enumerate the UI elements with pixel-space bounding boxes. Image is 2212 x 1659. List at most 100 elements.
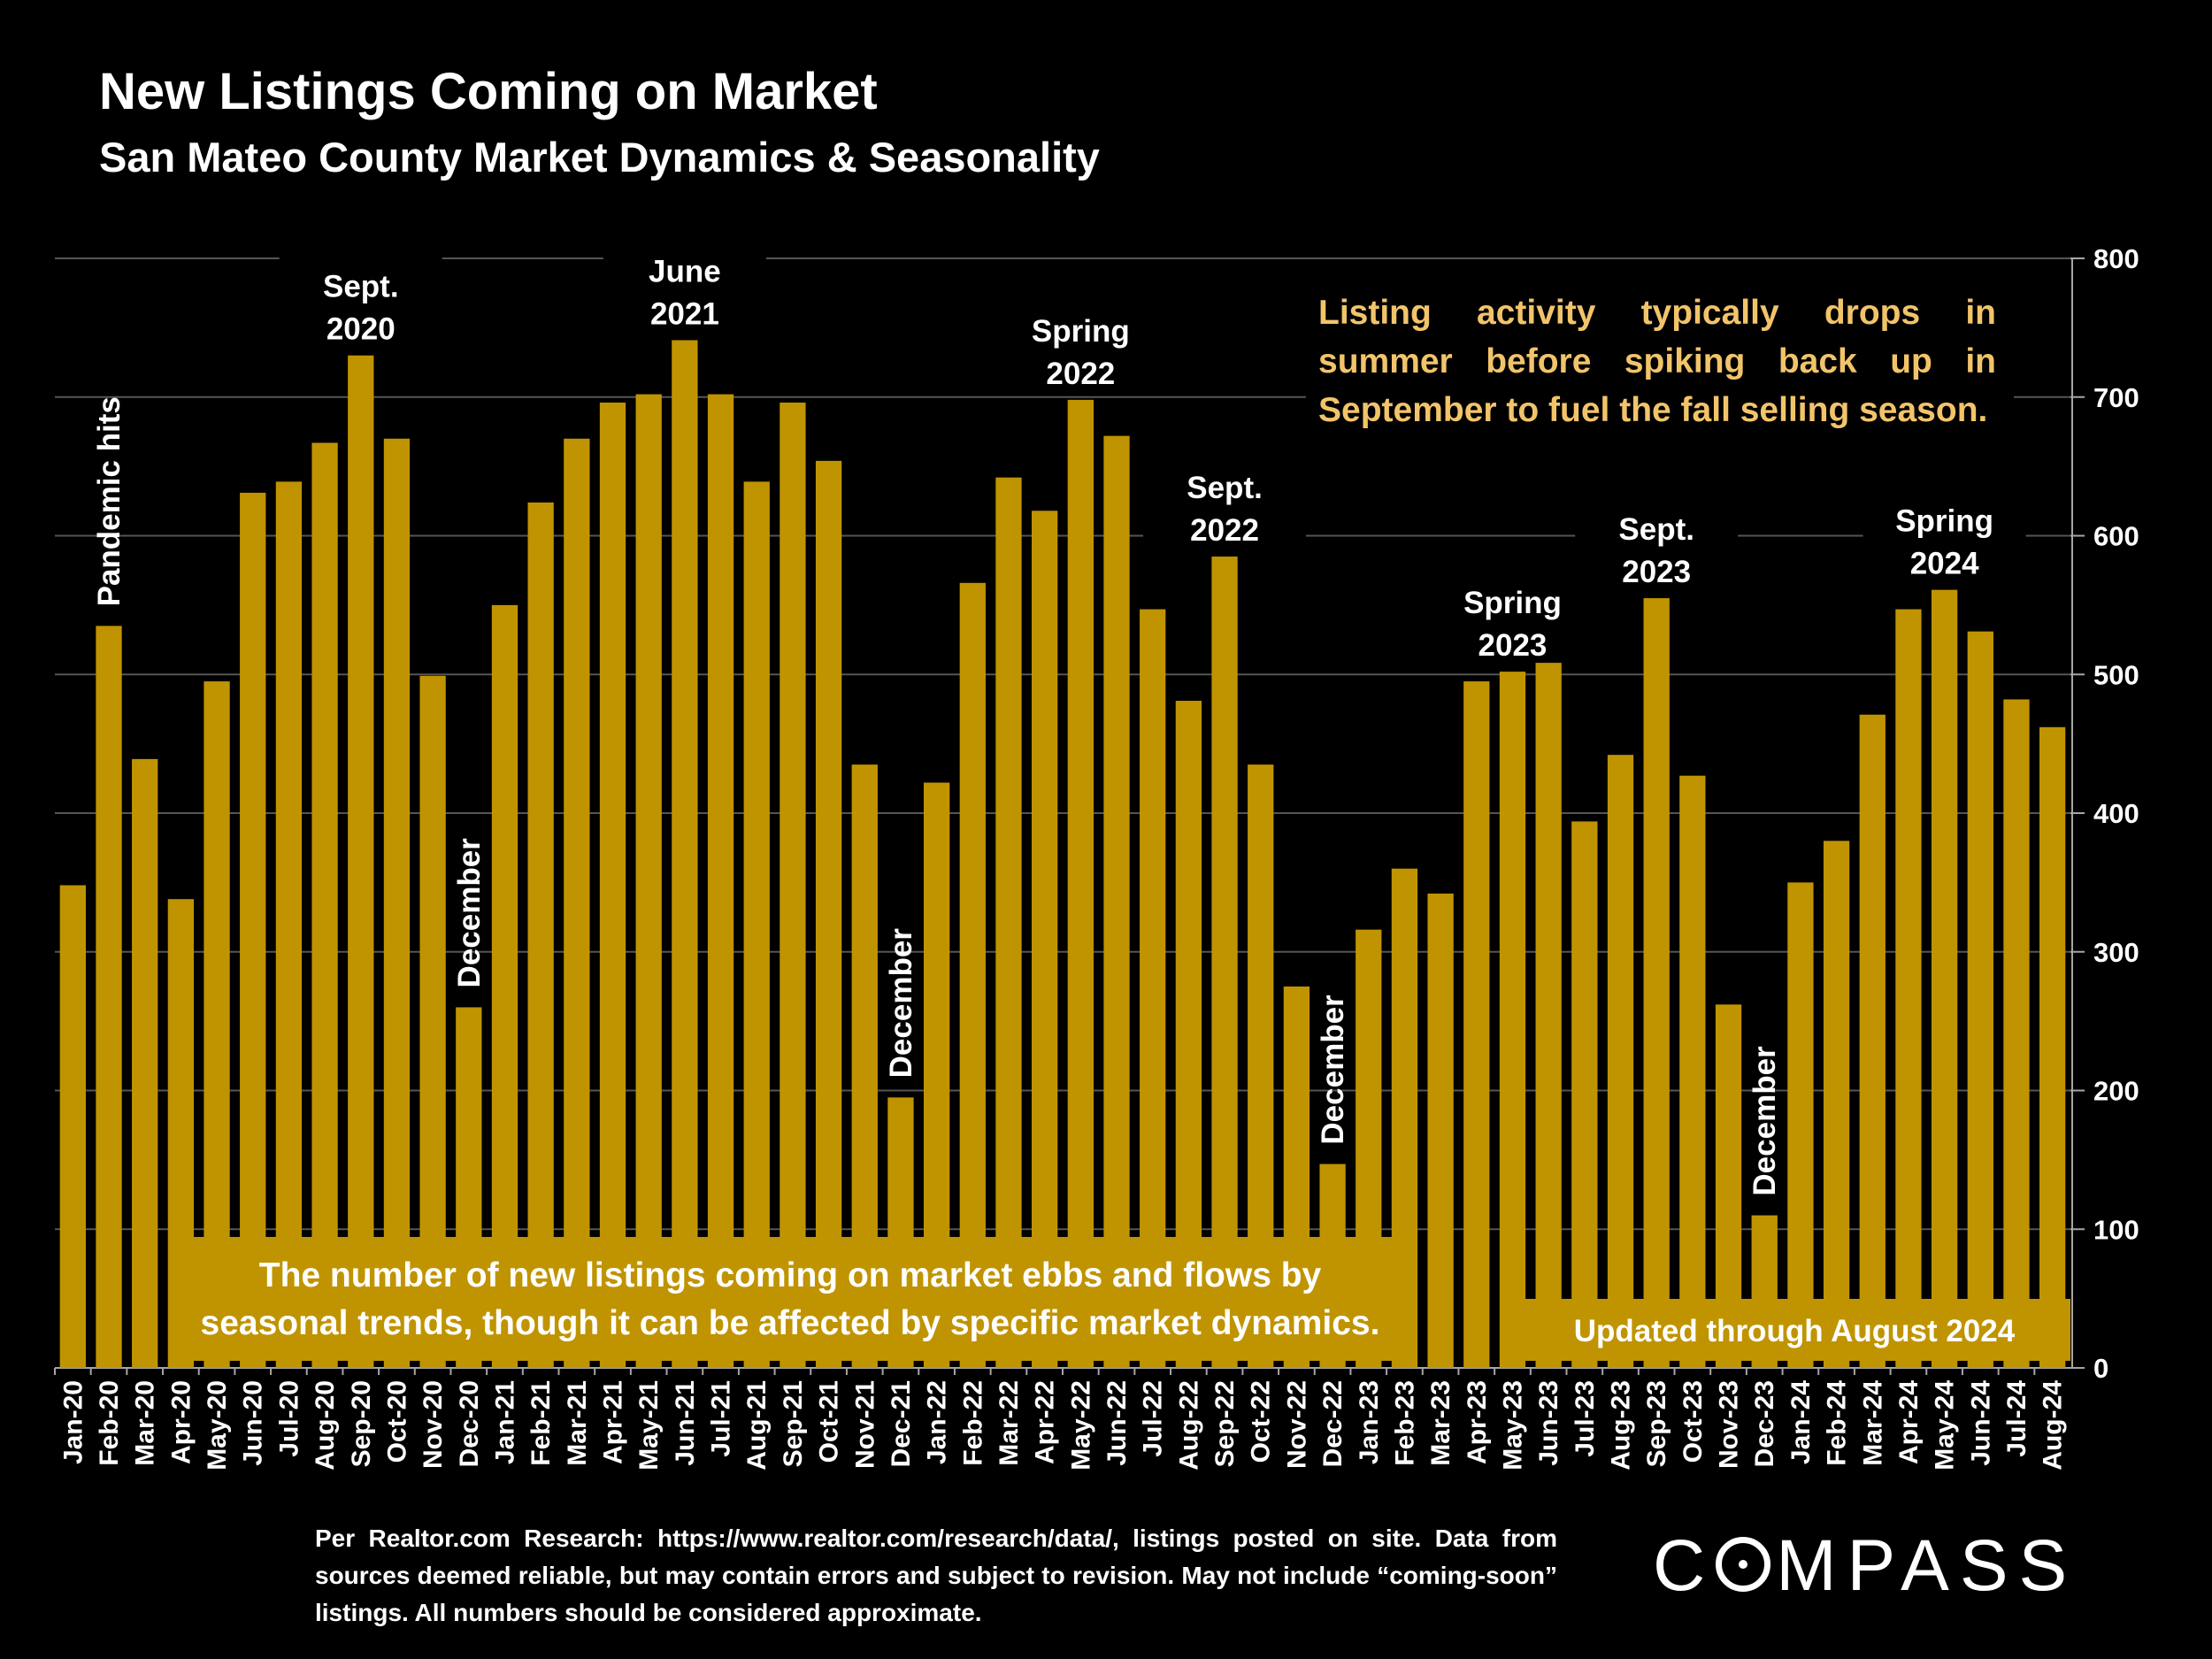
- x-tick-label: Mar-20: [131, 1380, 160, 1466]
- y-tick-label: 400: [2093, 798, 2139, 829]
- annotation-label: Sept. 2023: [1618, 512, 1694, 589]
- chart-title: New Listings Coming on Market: [99, 63, 878, 120]
- bar: [1499, 672, 1526, 1368]
- bar: [1931, 589, 1958, 1368]
- x-tick-label: May-24: [1931, 1380, 1960, 1471]
- bar: [1679, 775, 1706, 1368]
- annotation-label: Spring 2022: [1032, 314, 1130, 391]
- x-tick-label: Jul-21: [707, 1380, 736, 1457]
- annotation-label: December: [1316, 995, 1350, 1145]
- x-tick-label: Sep-23: [1642, 1380, 1671, 1467]
- y-tick-label: 0: [2093, 1353, 2108, 1384]
- x-tick-label: Jan-21: [490, 1380, 519, 1464]
- annotation-label: Spring 2023: [1463, 586, 1562, 663]
- x-tick-label: May-21: [634, 1380, 664, 1471]
- annotation-backing: [999, 295, 1163, 391]
- x-tick-label: Dec-22: [1318, 1380, 1348, 1467]
- seasonality-note-backing: [1306, 281, 2014, 439]
- x-tick-label: Aug-20: [311, 1380, 340, 1471]
- x-tick-label: Oct-20: [382, 1380, 411, 1463]
- x-tick-label: Mar-21: [563, 1380, 592, 1466]
- source-note: Per Realtor.com Research: https://www.re…: [315, 1525, 1557, 1626]
- y-tick-label: 500: [2093, 659, 2139, 690]
- updated-note-box: [1518, 1299, 2070, 1361]
- x-tick-label: Jul-23: [1571, 1380, 1600, 1457]
- x-tick-label: Oct-23: [1678, 1380, 1708, 1463]
- x-tick-label: Apr-20: [166, 1380, 196, 1464]
- x-tick-label: Feb-20: [95, 1380, 124, 1466]
- y-tick-label: 100: [2093, 1214, 2139, 1245]
- x-tick-label: Sep-22: [1210, 1380, 1240, 1467]
- x-tick-label: Jun-22: [1102, 1380, 1132, 1466]
- bar: [2003, 699, 2030, 1368]
- x-tick-label: Feb-23: [1390, 1380, 1419, 1466]
- x-tick-label: Jun-21: [671, 1380, 700, 1466]
- annotation-backing: [1431, 567, 1594, 664]
- x-tick-label: Jun-23: [1534, 1380, 1563, 1466]
- x-tick-label: Nov-20: [419, 1380, 448, 1469]
- annotation-backing: [1575, 494, 1739, 590]
- annotation-label: Pandemic hits: [92, 396, 127, 606]
- ebb-flow-note: The number of new listings coming on mar…: [201, 1256, 1380, 1342]
- bar: [564, 438, 590, 1368]
- bar: [995, 477, 1022, 1368]
- x-tick-label: Feb-21: [526, 1380, 556, 1466]
- bar: [1571, 821, 1598, 1368]
- bar: [599, 403, 626, 1368]
- y-tick-label: 800: [2093, 243, 2139, 274]
- bar: [1967, 631, 1993, 1368]
- compass-logo: C MPASS: [1653, 1525, 2078, 1606]
- bar: [1067, 399, 1094, 1368]
- x-tick-label: Dec-21: [887, 1380, 916, 1467]
- bar: [1427, 893, 1454, 1368]
- x-tick-label: Jul-22: [1139, 1380, 1168, 1457]
- annotation-label: December: [884, 928, 918, 1079]
- bar: [1859, 714, 1886, 1368]
- bar: [240, 492, 266, 1368]
- bar: [132, 758, 158, 1368]
- x-tick-label: Apr-23: [1463, 1380, 1492, 1464]
- x-tick-label: Jan-23: [1355, 1380, 1384, 1464]
- x-tick-label: Jan-22: [923, 1380, 952, 1464]
- x-tick-label: Aug-22: [1174, 1380, 1203, 1471]
- bar: [707, 394, 734, 1368]
- x-tick-label: Jul-24: [2002, 1380, 2032, 1457]
- x-tick-label: Sep-20: [347, 1380, 376, 1467]
- bar: [1535, 657, 1562, 1368]
- x-tick-label: Apr-22: [1031, 1380, 1060, 1464]
- annotation-backing: [1863, 485, 2026, 581]
- x-tick-label: Jan-24: [1786, 1380, 1816, 1464]
- y-tick-label: 700: [2093, 382, 2139, 413]
- bar: [1032, 511, 1058, 1368]
- x-tick-label: Aug-23: [1607, 1380, 1636, 1471]
- logo-o-ring-icon: [1716, 1537, 1771, 1592]
- x-tick-label: Feb-22: [958, 1380, 987, 1466]
- x-tick-label: Jun-24: [1966, 1380, 1995, 1466]
- bar: [2039, 726, 2066, 1368]
- bar: [59, 885, 86, 1368]
- x-tick-label: Mar-23: [1426, 1380, 1455, 1466]
- x-tick-label: Aug-24: [2039, 1380, 2068, 1471]
- bar: [1643, 598, 1670, 1368]
- x-tick-label: Jun-20: [239, 1380, 268, 1466]
- bar: [1463, 681, 1490, 1368]
- annotation-label: Spring 2024: [1895, 504, 1993, 581]
- annotation-backing: [279, 250, 442, 347]
- bar: [1103, 435, 1130, 1368]
- x-tick-label: Dec-23: [1750, 1380, 1779, 1467]
- x-tick-label: Dec-20: [455, 1380, 484, 1467]
- x-tick-label: Oct-22: [1247, 1380, 1276, 1463]
- bar: [1787, 882, 1814, 1368]
- bar: [1823, 841, 1850, 1368]
- y-tick-label: 200: [2093, 1076, 2139, 1107]
- chart-subtitle: San Mateo County Market Dynamics & Seaso…: [99, 134, 1100, 180]
- x-tick-label: May-23: [1498, 1380, 1527, 1471]
- annotation-backing: [603, 235, 766, 332]
- annotation-label: June 2021: [649, 254, 721, 331]
- x-tick-label: Aug-21: [742, 1380, 772, 1471]
- bar: [1211, 557, 1238, 1368]
- x-tick-label: Mar-22: [995, 1380, 1024, 1466]
- annotation-backing: [1143, 452, 1307, 549]
- updated-note: Updated through August 2024: [1574, 1314, 2016, 1348]
- bar: [1895, 609, 1922, 1368]
